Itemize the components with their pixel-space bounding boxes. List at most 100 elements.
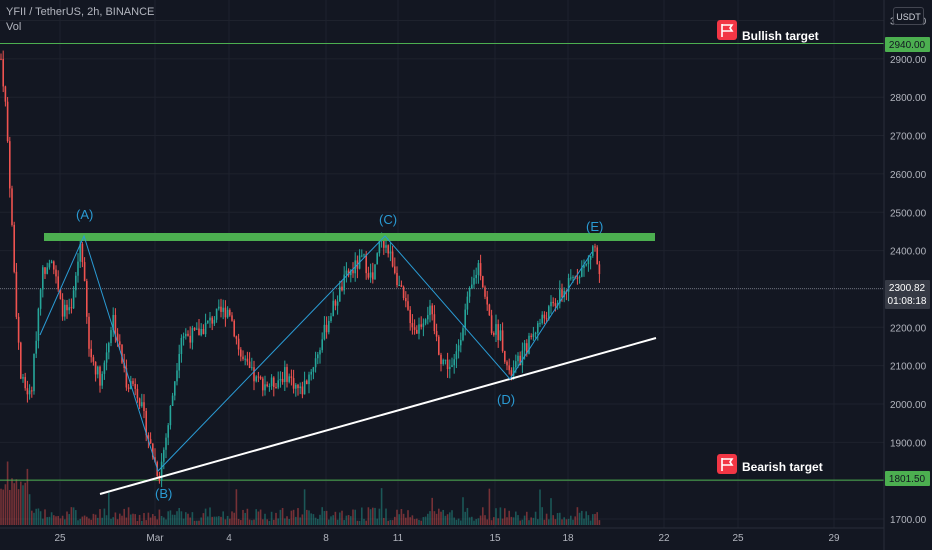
volume-bar — [191, 512, 194, 525]
volume-bar — [132, 513, 134, 525]
candle-body — [383, 240, 385, 248]
candle-body — [486, 296, 488, 305]
volume-bar — [127, 507, 130, 525]
wave-path[interactable] — [39, 234, 593, 472]
candle-body — [587, 259, 590, 265]
volume-bar — [369, 509, 372, 525]
price-axis[interactable]: 1700.001800.001900.002000.002100.002200.… — [890, 17, 927, 527]
volume-bar — [257, 511, 260, 525]
candle-body — [306, 380, 308, 385]
volume-bar — [97, 517, 99, 525]
volume-bar — [42, 518, 44, 525]
candle-body — [317, 354, 319, 359]
volume-bar — [449, 512, 451, 525]
resistance-zone[interactable] — [44, 233, 655, 241]
candle-body — [499, 330, 502, 341]
volume-bar — [253, 519, 255, 525]
volume-bar — [295, 516, 297, 525]
candle-body — [94, 361, 97, 375]
volume-bar — [455, 519, 458, 525]
support-trendline[interactable] — [99, 337, 657, 495]
candle-body — [501, 330, 504, 352]
candle-body — [312, 367, 315, 372]
volume-bar — [380, 488, 383, 525]
volume-bar — [583, 518, 585, 525]
candle-body — [277, 380, 279, 388]
candle-body — [548, 306, 550, 320]
candle-body — [262, 378, 264, 391]
volume-bar — [180, 511, 183, 525]
volume-bar — [11, 478, 13, 525]
volume-bar — [290, 510, 293, 525]
time-axis[interactable]: 25 Mar 4 8 11 15 18 22 25 29 — [54, 533, 840, 544]
candle-body — [6, 101, 9, 142]
volume-bar — [592, 514, 594, 525]
bearish-target-marker[interactable]: Bearish target — [717, 454, 823, 474]
candle-body — [242, 356, 244, 359]
candle-body — [519, 355, 521, 366]
volume-bar — [220, 516, 222, 525]
volume-bar — [398, 514, 400, 525]
candle-body — [506, 361, 508, 366]
volume-bar — [66, 511, 68, 525]
candle-body — [248, 361, 251, 369]
volume-bar — [198, 520, 200, 525]
volume-bar — [539, 489, 541, 525]
candle-body — [391, 251, 394, 267]
symbol-title[interactable]: YFII / TetherUS, 2h, BINANCE — [6, 6, 155, 18]
volume-bar — [356, 520, 359, 525]
bullish-target-marker[interactable]: Bullish target — [717, 20, 819, 43]
volume-bar — [59, 518, 62, 525]
volume-bar — [246, 508, 249, 525]
volume-bar — [554, 519, 557, 525]
candle-body — [209, 317, 211, 321]
volume-bar — [427, 513, 429, 525]
volume-legend[interactable]: Vol — [6, 21, 22, 33]
candle-body — [449, 366, 451, 370]
candle-body — [266, 384, 268, 387]
bearish-price-tag-text: 1801.50 — [889, 474, 926, 485]
volume-bar — [394, 516, 396, 525]
candle-body — [446, 359, 449, 370]
volume-bar — [442, 509, 444, 525]
candle-body — [585, 264, 587, 266]
volume-bar — [77, 520, 79, 525]
candle-body — [138, 398, 141, 407]
candle-body — [31, 390, 33, 392]
volume-bar — [572, 519, 574, 525]
candle-body — [303, 380, 306, 395]
volume-bar — [343, 520, 345, 525]
candle-body — [81, 243, 84, 263]
candle-body — [189, 335, 191, 343]
volume-bar — [86, 516, 88, 525]
candle-body — [270, 377, 273, 386]
candle-body — [464, 309, 466, 329]
price-tick-label: 2900.00 — [890, 55, 927, 66]
volume-bar — [413, 519, 416, 525]
volume-bar — [420, 520, 422, 525]
currency-button[interactable]: USDT — [893, 7, 924, 25]
volume-bar — [90, 519, 92, 525]
candle-body — [345, 270, 348, 275]
candle-body — [473, 278, 475, 285]
volume-bar — [515, 511, 517, 525]
time-tick-label: 8 — [323, 533, 329, 544]
candle-body — [136, 388, 139, 399]
volume-bar — [303, 489, 306, 525]
volume-bar — [152, 514, 154, 525]
candle-body — [86, 281, 88, 317]
candle-body — [279, 378, 282, 381]
candle-body — [471, 284, 473, 289]
candle-body — [299, 386, 301, 389]
volume-bar — [310, 513, 312, 525]
volume-bar — [484, 515, 486, 525]
time-tick-label: 4 — [226, 533, 232, 544]
volume-bar — [237, 518, 240, 525]
candle-body — [598, 264, 601, 275]
volume-bar — [312, 514, 315, 525]
candle-body — [374, 264, 376, 280]
candle-body — [92, 357, 95, 362]
volume-bar — [365, 520, 367, 525]
candle-body — [290, 376, 293, 379]
